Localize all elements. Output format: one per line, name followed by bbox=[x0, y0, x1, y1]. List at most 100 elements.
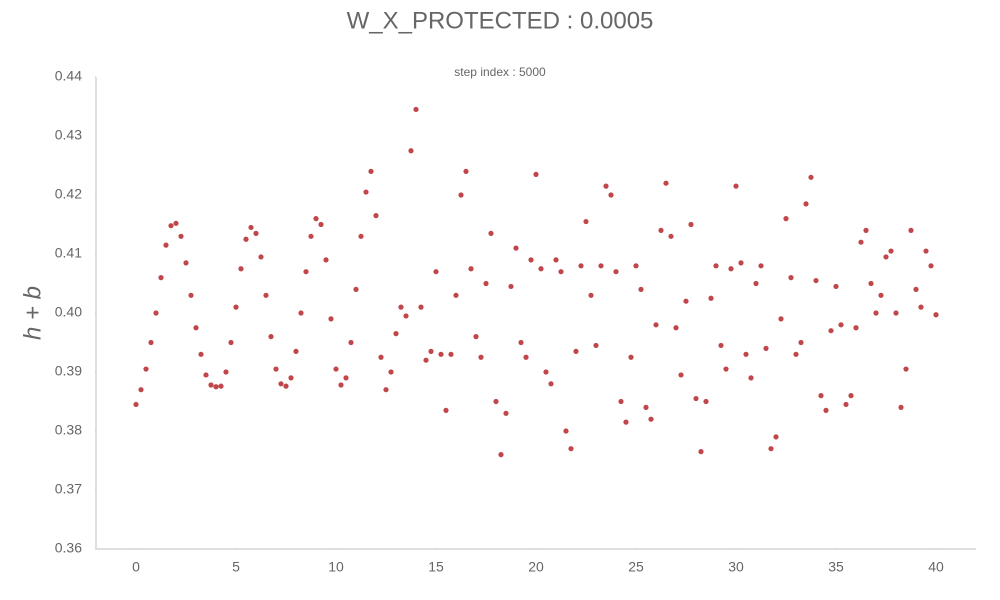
point bbox=[598, 263, 604, 269]
x-tick-label: 15 bbox=[428, 559, 444, 575]
point bbox=[363, 189, 369, 195]
point bbox=[453, 292, 459, 298]
point bbox=[548, 381, 554, 387]
point bbox=[933, 312, 939, 318]
point bbox=[218, 383, 224, 389]
y-tick-label: 0.42 bbox=[55, 186, 82, 202]
point bbox=[188, 292, 194, 298]
point bbox=[298, 310, 304, 316]
y-axis-label: h + b bbox=[19, 286, 46, 340]
point bbox=[223, 369, 229, 375]
point bbox=[728, 266, 734, 272]
point bbox=[718, 342, 724, 349]
point bbox=[758, 263, 764, 269]
point bbox=[518, 339, 524, 346]
point bbox=[828, 328, 834, 334]
point bbox=[523, 354, 529, 360]
point bbox=[243, 236, 249, 242]
point bbox=[638, 286, 644, 292]
point bbox=[763, 345, 769, 351]
point bbox=[573, 348, 579, 354]
point bbox=[633, 263, 639, 269]
point bbox=[173, 220, 179, 226]
point bbox=[178, 233, 184, 239]
point bbox=[858, 239, 864, 245]
point bbox=[703, 398, 709, 405]
x-tick-label: 20 bbox=[528, 559, 544, 575]
point bbox=[483, 280, 489, 287]
point bbox=[928, 263, 934, 269]
point bbox=[393, 331, 399, 337]
point bbox=[458, 192, 464, 198]
point bbox=[368, 168, 374, 174]
point bbox=[913, 286, 919, 292]
point bbox=[478, 354, 484, 360]
point bbox=[708, 295, 714, 301]
point bbox=[818, 393, 824, 399]
point bbox=[593, 342, 599, 349]
x-tick-label: 10 bbox=[328, 559, 344, 575]
y-tick-label: 0.38 bbox=[55, 422, 82, 438]
point bbox=[258, 254, 264, 260]
point bbox=[513, 245, 519, 251]
x-tick-label: 40 bbox=[928, 559, 944, 575]
y-tick-label: 0.40 bbox=[55, 304, 82, 320]
point bbox=[808, 174, 814, 180]
point bbox=[348, 339, 354, 346]
y-tick-label: 0.43 bbox=[55, 127, 82, 143]
point bbox=[158, 275, 164, 281]
point bbox=[898, 404, 904, 410]
point bbox=[333, 366, 339, 372]
point bbox=[183, 260, 189, 266]
point bbox=[783, 216, 789, 222]
point bbox=[903, 366, 909, 372]
point bbox=[308, 233, 314, 239]
point bbox=[853, 325, 859, 331]
point bbox=[893, 310, 899, 316]
point bbox=[198, 351, 204, 357]
point bbox=[138, 387, 144, 393]
point bbox=[283, 383, 289, 389]
point bbox=[698, 449, 704, 455]
point bbox=[143, 366, 149, 372]
point bbox=[438, 351, 444, 357]
point bbox=[923, 248, 929, 254]
point bbox=[663, 180, 669, 186]
point bbox=[353, 286, 359, 292]
point bbox=[303, 269, 309, 275]
point bbox=[488, 230, 494, 236]
point bbox=[148, 339, 154, 346]
point bbox=[668, 233, 674, 239]
point bbox=[358, 233, 364, 239]
x-tick-label: 5 bbox=[232, 559, 240, 575]
point bbox=[838, 322, 844, 328]
point bbox=[843, 401, 849, 408]
point bbox=[608, 192, 614, 198]
point bbox=[418, 304, 424, 310]
point bbox=[683, 298, 689, 304]
point bbox=[398, 304, 404, 310]
point bbox=[863, 227, 869, 233]
y-tick-label: 0.41 bbox=[55, 245, 82, 261]
point bbox=[168, 223, 174, 229]
point bbox=[648, 416, 654, 422]
point bbox=[793, 351, 799, 357]
point bbox=[343, 375, 349, 381]
point bbox=[613, 269, 619, 275]
point bbox=[873, 310, 879, 316]
point bbox=[653, 322, 659, 328]
point bbox=[388, 369, 394, 375]
point bbox=[498, 452, 504, 458]
point bbox=[248, 224, 254, 231]
point bbox=[753, 280, 759, 287]
point bbox=[878, 292, 884, 298]
point bbox=[468, 266, 474, 272]
point bbox=[463, 168, 469, 174]
point bbox=[563, 428, 569, 434]
point bbox=[773, 434, 779, 440]
point bbox=[748, 375, 754, 381]
point bbox=[583, 218, 589, 225]
point bbox=[193, 325, 199, 331]
point bbox=[688, 221, 694, 228]
